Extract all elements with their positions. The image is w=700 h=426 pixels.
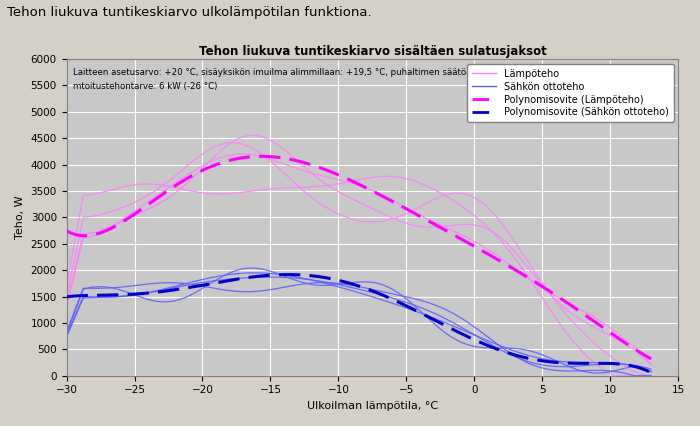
Text: mtoitustehontarve: 6 kW (-26 °C): mtoitustehontarve: 6 kW (-26 °C) [74, 82, 218, 91]
Legend: Lämpöteho, Sähkön ottoteho, Polynomisovite (Lämpöteho), Polynomisovite (Sähkön o: Lämpöteho, Sähkön ottoteho, Polynomisovi… [467, 64, 673, 122]
Text: Laitteen asetusarvo: +20 °C, sisäyksikön imuilma alimmillaan: +19,5 °C, puhaltim: Laitteen asetusarvo: +20 °C, sisäyksikön… [74, 69, 510, 78]
Title: Tehon liukuva tuntikeskiarvo sisältäen sulatusjaksot: Tehon liukuva tuntikeskiarvo sisältäen s… [199, 45, 546, 58]
Text: Tehon liukuva tuntikeskiarvo ulkolämpötilan funktiona.: Tehon liukuva tuntikeskiarvo ulkolämpöti… [7, 6, 372, 20]
Y-axis label: Teho, W: Teho, W [15, 196, 25, 239]
X-axis label: Ulkoilman lämpötila, °C: Ulkoilman lämpötila, °C [307, 401, 438, 411]
